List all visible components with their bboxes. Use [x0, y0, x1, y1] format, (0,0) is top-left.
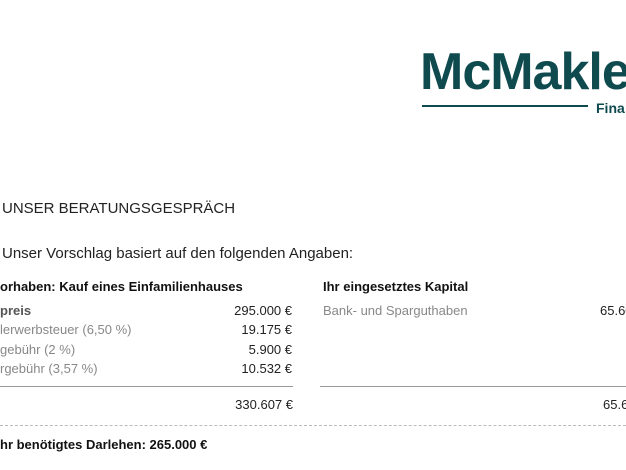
capital-title: Ihr eingesetztes Kapital — [323, 279, 469, 294]
intro-text: Unser Vorschlag basiert auf den folgende… — [2, 245, 354, 262]
capital-value: 65.60 — [600, 303, 626, 318]
cost-value: 19.175 € — [241, 322, 292, 337]
cost-label: rgebühr (3,57 %) — [0, 361, 98, 376]
dashed-divider — [0, 425, 626, 426]
cost-total: 330.607 € — [235, 397, 293, 412]
capital-total: 65.6 — [603, 397, 626, 412]
cost-value: 295.000 € — [234, 303, 292, 318]
logo: McMakle — [420, 43, 626, 101]
section-heading: UNSER BERATUNGSGESPRÄCH — [2, 200, 236, 217]
loan-amount: hr benötigtes Darlehen: 265.000 € — [0, 437, 208, 452]
cost-value: 10.532 € — [241, 361, 292, 376]
cost-label: gebühr (2 %) — [0, 342, 76, 357]
logo-divider — [422, 105, 588, 107]
logo-subtitle: Fina — [596, 100, 625, 116]
cost-label: preis — [0, 303, 32, 318]
capital-label: Bank- und Sparguthaben — [323, 303, 468, 318]
cost-label: lerwerbsteuer (6,50 %) — [0, 322, 132, 337]
cost-value: 5.900 € — [248, 342, 292, 357]
project-title: orhaben: Kauf eines Einfamilienhauses — [0, 279, 243, 294]
sum-line — [320, 386, 626, 387]
sum-line — [0, 386, 293, 387]
